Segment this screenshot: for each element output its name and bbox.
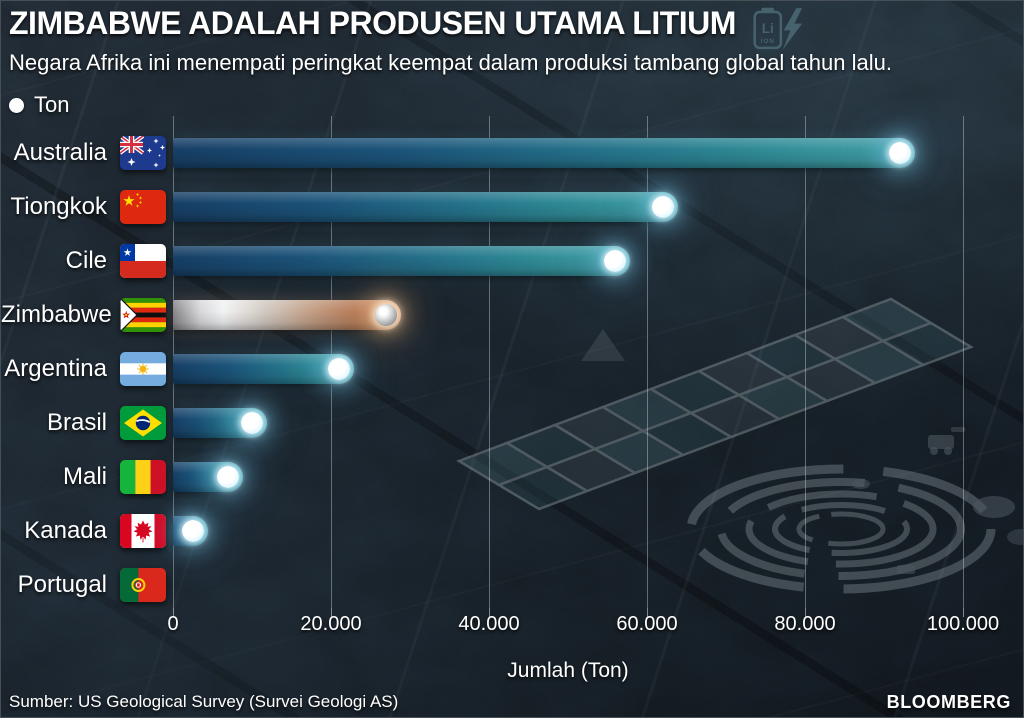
chile-flag-icon (120, 244, 166, 278)
country-label-canada: Kanada (24, 517, 107, 544)
axis-tick (173, 608, 174, 617)
china-flag-icon (120, 190, 166, 224)
value-bar (173, 354, 354, 384)
x-tick-label: 0 (167, 613, 179, 635)
bar-track (173, 504, 1013, 558)
value-bar (173, 138, 915, 168)
bar-track (173, 342, 1013, 396)
canada-flag-icon (120, 514, 166, 548)
value-bar (173, 462, 244, 492)
value-bar (173, 300, 402, 330)
zimbabwe-flag-icon (120, 298, 166, 332)
source-credit: Sumber: US Geological Survey (Survei Geo… (9, 692, 399, 711)
bar-track (173, 288, 1013, 342)
axis-tick (331, 608, 332, 617)
x-tick-label: 100.000 (926, 613, 1000, 635)
bar-row-australia: Australia (1, 126, 1013, 180)
bar-end-dot (888, 142, 911, 164)
country-label-mali: Mali (62, 463, 107, 490)
bar-track (173, 126, 1013, 180)
bar-row-argentina: Argentina (1, 342, 1013, 396)
bar-end-dot (181, 520, 204, 542)
bar-row-chile: Cile (1, 234, 1013, 288)
mali-flag-icon (120, 460, 166, 494)
bar-end-dot (375, 304, 398, 326)
bar-track (173, 180, 1013, 234)
x-axis-title: Jumlah (Ton) (507, 659, 629, 682)
value-bar (173, 408, 267, 438)
bar-row-brazil: Brasil (1, 396, 1013, 450)
axis-tick (647, 608, 648, 617)
bar-end-dot (241, 412, 263, 434)
bar-track (173, 450, 1013, 504)
gridline (805, 116, 806, 608)
bar-row-mali: Mali (1, 450, 1013, 504)
bar-end-dot (651, 196, 674, 218)
country-label-australia: Australia (13, 139, 107, 166)
gridline (963, 116, 964, 608)
country-label-portugal: Portugal (17, 571, 107, 598)
bar-rows: Australia Tiongkok Cile Zimba (1, 126, 1013, 612)
x-tick-label: 20.000 (300, 613, 362, 635)
x-tick-label: 80.000 (774, 613, 836, 635)
portugal-flag-icon (120, 568, 166, 602)
value-bar (173, 246, 631, 276)
value-bar (173, 192, 678, 222)
gridline (647, 116, 648, 608)
li-ion-battery-icon: Li ION (753, 7, 803, 50)
bar-row-canada: Kanada (1, 504, 1013, 558)
bar-end-dot (604, 250, 627, 272)
argentina-flag-icon (120, 352, 166, 386)
axis-tick (805, 608, 806, 617)
bar-end-dot (217, 466, 240, 488)
brazil-flag-icon (120, 406, 166, 440)
bar-row-china: Tiongkok (1, 180, 1013, 234)
bar-row-portugal: Portugal (1, 558, 1013, 612)
legend-dot-icon (9, 97, 24, 113)
australia-flag-icon (120, 136, 166, 170)
legend: Ton (9, 92, 69, 118)
lithium-mine-watermark-illustration (456, 297, 1023, 594)
chart-subtitle: Negara Afrika ini menempati peringkat ke… (9, 50, 892, 75)
country-label-chile: Cile (65, 247, 107, 274)
bar-track (173, 558, 1013, 612)
bar-end-dot (327, 358, 350, 380)
legend-label: Ton (34, 92, 70, 117)
country-label-argentina: Argentina (4, 355, 107, 382)
battery-li-label: Li (762, 21, 774, 36)
bar-track (173, 396, 1013, 450)
country-label-zimbabwe: Zimbabwe (1, 301, 112, 328)
lightning-bolt-icon (782, 8, 803, 50)
bar-track (173, 234, 1013, 288)
page-title-row: ZIMBABWE ADALAH PRODUSEN UTAMA LITIUM Li… (9, 5, 806, 51)
value-bar (173, 516, 208, 546)
country-label-china: Tiongkok (10, 193, 108, 220)
bloomberg-logo: BLOOMBERG (886, 692, 1011, 712)
axis-tick (489, 608, 490, 617)
x-axis: 0 20.000 40.000 60.000 80.000 100.000 (1, 613, 1023, 639)
battery-ion-label: ION (761, 38, 775, 45)
x-tick-label: 40.000 (458, 613, 520, 635)
bar-row-zimbabwe: Zimbabwe (1, 288, 1013, 342)
chart-title: ZIMBABWE ADALAH PRODUSEN UTAMA LITIUM (9, 5, 736, 41)
gridline (489, 116, 490, 608)
country-label-brazil: Brasil (46, 409, 107, 436)
axis-tick (963, 608, 964, 617)
x-tick-label: 60.000 (616, 613, 678, 635)
